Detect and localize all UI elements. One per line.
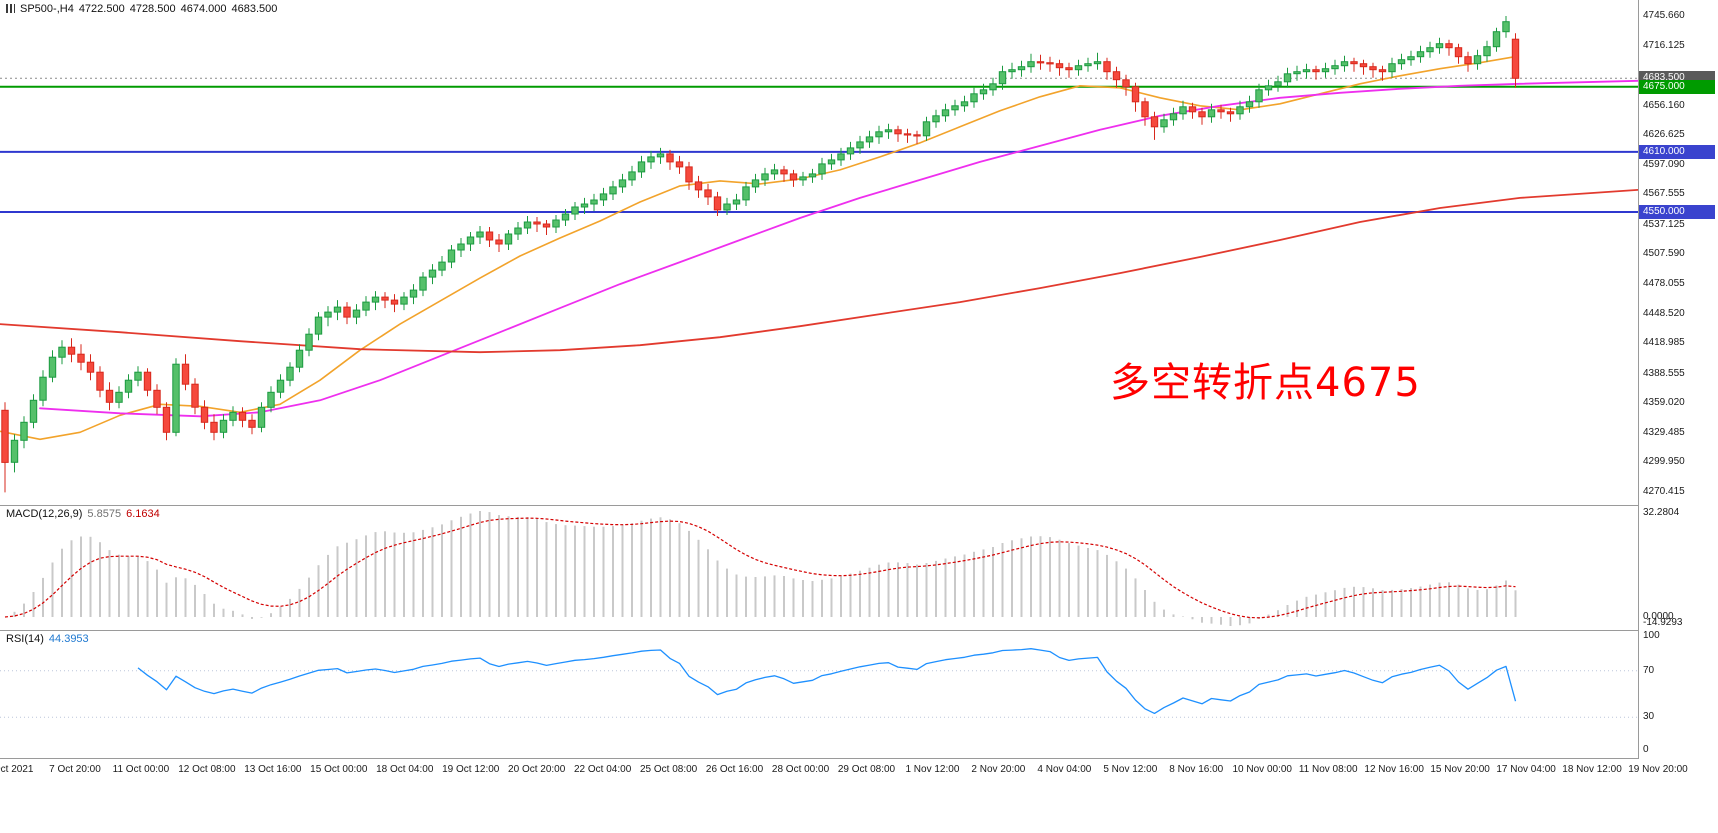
rsi-title: RSI(14) bbox=[6, 633, 44, 645]
time-axis-label: 13 Oct 16:00 bbox=[244, 764, 302, 775]
rsi-value: 44.3953 bbox=[48, 633, 89, 645]
price-axis-label: 4270.415 bbox=[1643, 486, 1685, 497]
time-axis-label: 22 Oct 04:00 bbox=[573, 764, 632, 775]
time-axis-label: 5 Oct 2021 bbox=[0, 764, 34, 775]
time-axis-label: 20 Oct 20:00 bbox=[508, 764, 566, 775]
rsi-axis-label: 100 bbox=[1643, 630, 1660, 641]
time-axis-label: 11 Oct 00:00 bbox=[112, 764, 170, 775]
price-axis-label: 4537.125 bbox=[1643, 218, 1685, 230]
high-value: 4728.500 bbox=[129, 3, 176, 15]
macd-signal-line bbox=[4, 517, 1516, 619]
price-axis-label: 4567.555 bbox=[1643, 188, 1685, 200]
price-axis-label: 4329.485 bbox=[1643, 426, 1685, 438]
macd-histogram bbox=[13, 511, 1517, 626]
macd-signal-value: 6.1634 bbox=[126, 508, 160, 520]
time-axis-label: 2 Nov 20:00 bbox=[971, 764, 1026, 775]
price-axis-label: 4716.125 bbox=[1643, 39, 1685, 51]
price-axis-label: 4507.590 bbox=[1643, 248, 1685, 260]
price-level-badge: 4550.000 bbox=[1639, 204, 1715, 219]
time-axis-label: 26 Oct 16:00 bbox=[705, 764, 764, 775]
time-axis-label: 18 Oct 04:00 bbox=[376, 764, 434, 775]
chart-bars-icon bbox=[6, 4, 15, 13]
rsi-axis-label: 30 bbox=[1643, 711, 1655, 723]
time-axis-label: 29 Oct 08:00 bbox=[837, 764, 896, 775]
price-axis-label: 4359.020 bbox=[1643, 397, 1685, 409]
macd-main-value: 5.8575 bbox=[87, 508, 122, 520]
time-axis-label: 12 Oct 08:00 bbox=[178, 764, 236, 775]
time-axis-label: 1 Nov 12:00 bbox=[905, 764, 960, 775]
panel-divider-rsi[interactable] bbox=[0, 630, 1718, 631]
time-axis-label: 10 Nov 00:00 bbox=[1232, 764, 1292, 775]
time-axis-label: 15 Nov 20:00 bbox=[1430, 764, 1490, 775]
price-level-badge: 4610.000 bbox=[1639, 144, 1715, 159]
time-axis-label: 11 Nov 08:00 bbox=[1298, 764, 1358, 775]
price-axis-label: 4388.555 bbox=[1643, 367, 1685, 379]
panel-divider-macd[interactable] bbox=[0, 505, 1718, 506]
price-axis-label: 4448.520 bbox=[1643, 307, 1685, 319]
time-axis-divider bbox=[0, 758, 1718, 759]
time-axis-label: 8 Nov 16:00 bbox=[1169, 764, 1224, 775]
price-level-badge: 4675.000 bbox=[1639, 79, 1715, 94]
candles bbox=[1, 16, 1520, 493]
price-axis-label: 4597.090 bbox=[1643, 158, 1685, 170]
chart-text-annotation: 多空转折点4675 bbox=[1110, 360, 1421, 406]
price-axis-label: 4656.160 bbox=[1643, 99, 1685, 111]
macd-axis-label: 0.0000 bbox=[1643, 611, 1674, 623]
time-axis[interactable]: 5 Oct 2021 7 Oct 20:00 11 Oct 00:00 12 Oct … bbox=[0, 759, 1718, 781]
price-axis-label: 4418.985 bbox=[1643, 337, 1685, 349]
price-axis-label: 4478.055 bbox=[1643, 278, 1685, 290]
chart-canvas[interactable] bbox=[0, 0, 1638, 758]
ma-slow-red bbox=[0, 188, 1638, 354]
price-axis-label: 4299.950 bbox=[1643, 456, 1685, 468]
macd-header: MACD(12,26,9) 5.8575 6.1634 bbox=[6, 508, 160, 521]
time-axis-label: 7 Oct 20:00 bbox=[49, 764, 101, 775]
chart-ohlc-header: SP500-,H4 4722.500 4728.500 4674.000 4683.50… bbox=[6, 3, 277, 16]
low-value: 4674.000 bbox=[180, 3, 227, 15]
time-axis-label: 19 Oct 12:00 bbox=[442, 764, 500, 775]
macd-axis-label: -14.9293 bbox=[1643, 617, 1683, 628]
macd-title: MACD(12,26,9) bbox=[6, 508, 83, 520]
time-axis-label: 4 Nov 04:00 bbox=[1037, 764, 1092, 775]
time-axis-label: 15 Oct 00:00 bbox=[310, 764, 368, 775]
time-axis-label: 5 Nov 12:00 bbox=[1103, 764, 1158, 775]
ma-mid-magenta bbox=[39, 79, 1638, 418]
price-axis[interactable]: 4745.660 4716.125 4656.160 4626.625 4597.090… bbox=[1639, 0, 1718, 833]
ma-fast-orange bbox=[0, 55, 1516, 441]
open-value: 4722.500 bbox=[78, 3, 125, 15]
time-axis-label: 12 Nov 16:00 bbox=[1364, 764, 1424, 775]
price-axis-divider bbox=[1638, 0, 1639, 758]
price-axis-label: 4626.625 bbox=[1643, 129, 1685, 141]
time-axis-label: 17 Nov 04:00 bbox=[1496, 764, 1556, 775]
rsi-axis-label: 0 bbox=[1643, 744, 1649, 755]
rsi-line bbox=[137, 648, 1517, 715]
time-axis-label: 28 Oct 00:00 bbox=[771, 764, 830, 775]
close-value: 4683.500 bbox=[231, 3, 278, 15]
rsi-header: RSI(14) 44.3953 bbox=[6, 633, 89, 646]
time-axis-label: 25 Oct 08:00 bbox=[639, 764, 698, 775]
price-axis-label: 4745.660 bbox=[1643, 10, 1685, 21]
symbol-period-label: SP500-,H4 bbox=[20, 3, 74, 15]
macd-axis-label: 32.2804 bbox=[1643, 507, 1680, 518]
time-axis-label: 18 Nov 12:00 bbox=[1562, 764, 1622, 775]
time-axis-label: 19 Nov 20:00 bbox=[1628, 764, 1688, 775]
rsi-axis-label: 70 bbox=[1643, 664, 1655, 676]
